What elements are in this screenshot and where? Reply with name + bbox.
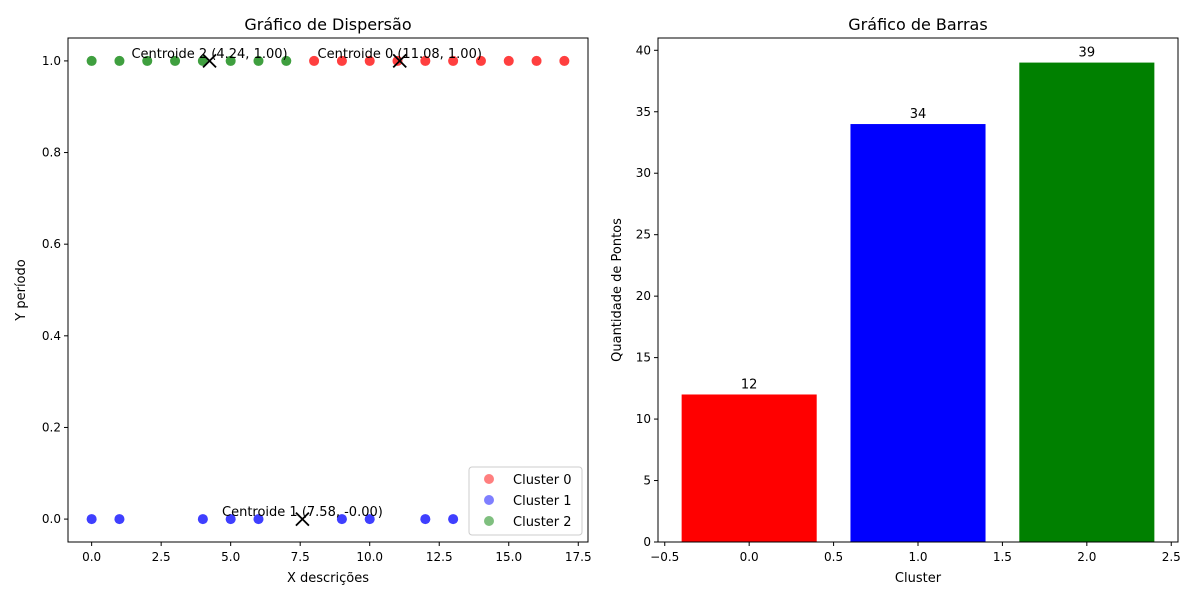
- bar-y-tick-label: 10: [636, 412, 651, 426]
- scatter-x-tick-label: 0.0: [82, 550, 101, 564]
- bar-x-tick-label: −0.5: [650, 550, 679, 564]
- scatter-point-cluster-0-overlay: [420, 55, 431, 66]
- scatter-point-cluster-2-overlay: [281, 55, 292, 66]
- scatter-point-cluster-0-overlay: [364, 55, 375, 66]
- scatter-point-cluster-1-overlay: [197, 514, 208, 525]
- bar-y-tick-label: 30: [636, 166, 651, 180]
- scatter-x-axis-label: X descrições: [287, 571, 369, 586]
- bar-y-tick-label: 40: [636, 43, 651, 57]
- scatter-axes-frame: [67, 37, 589, 543]
- bar-value-label-2: 39: [1079, 46, 1096, 61]
- bar-value-label-1: 34: [910, 107, 927, 122]
- bar-y-ticks: 0 5 10 15 20 25 30 35 40: [636, 43, 658, 549]
- scatter-point-cluster-0-overlay: [475, 55, 486, 66]
- scatter-point-cluster-2-overlay: [114, 55, 125, 66]
- legend-marker-cluster-1: [484, 495, 494, 505]
- scatter-y-tick-label: 0.0: [42, 512, 61, 526]
- scatter-x-tick-label: 5.0: [221, 550, 240, 564]
- centroid-1-marker: [295, 511, 310, 527]
- scatter-point-cluster-1-overlay: [86, 514, 97, 525]
- scatter-point-cluster-0-overlay: [503, 55, 514, 66]
- bar-x-tick-label: 1.5: [993, 550, 1012, 564]
- scatter-point-cluster-2-overlay: [225, 55, 236, 66]
- scatter-axes-background: [68, 38, 588, 542]
- scatter-x-ticks: 0.0 2.5 5.0 7.5 10.0 12.5 15.0 17.5: [82, 542, 592, 564]
- centroid-2-label: Centroide 2 (4.24, 1.00): [131, 47, 287, 62]
- centroid-1-label: Centroide 1 (7.58, -0.00): [222, 505, 383, 520]
- bar-x-tick-label: 2.5: [1162, 550, 1181, 564]
- bar-title: Gráfico de Barras: [848, 15, 987, 34]
- bar-x-axis-label: Cluster: [895, 571, 942, 586]
- scatter-x-tick-label: 2.5: [152, 550, 171, 564]
- bar-x-tick-label: 0.5: [824, 550, 843, 564]
- bar-y-tick-label: 5: [643, 474, 651, 488]
- scatter-point-cluster-2-overlay: [197, 55, 208, 66]
- scatter-y-ticks: 0.0 0.2 0.4 0.6 0.8 1.0: [42, 54, 68, 526]
- scatter-point-cluster-2-overlay: [170, 55, 181, 66]
- bar-y-tick-label: 35: [636, 105, 651, 119]
- scatter-point-cluster-1-overlay: [420, 514, 431, 525]
- bar-y-tick-label: 15: [636, 351, 651, 365]
- scatter-title: Gráfico de Dispersão: [244, 15, 411, 34]
- scatter-point-cluster-2-overlay: [253, 55, 264, 66]
- scatter-point-cluster-1-overlay: [448, 514, 459, 525]
- bars: 12 34 39: [681, 46, 1155, 543]
- bar-y-tick-label: 25: [636, 228, 651, 242]
- legend-marker-cluster-2: [484, 516, 494, 526]
- scatter-x-tick-label: 17.5: [565, 550, 592, 564]
- scatter-point-cluster-1-overlay: [114, 514, 125, 525]
- scatter-point-cluster-0-overlay: [559, 55, 570, 66]
- scatter-panel: Gráfico de Dispersão Centroide 0 (11.08,…: [14, 15, 592, 586]
- bar-y-tick-label: 0: [643, 535, 651, 549]
- legend-label-cluster-1: Cluster 1: [513, 494, 572, 509]
- centroid-0-marker: [392, 53, 407, 69]
- bar-axes-frame: [657, 37, 1179, 543]
- scatter-point-cluster-1-overlay: [336, 514, 347, 525]
- bar-panel: Gráfico de Barras 12 34 39 −0.5 0.0 0.5 1.0 1.…: [610, 15, 1181, 586]
- legend-box: [468, 466, 583, 536]
- bar-value-label-0: 12: [741, 377, 758, 392]
- scatter-point-cluster-1-overlay: [225, 514, 236, 525]
- bar-cluster-0: [681, 394, 817, 542]
- legend-label-cluster-0: Cluster 0: [513, 473, 572, 488]
- scatter-point-cluster-1-overlay: [364, 514, 375, 525]
- scatter-x-tick-label: 10.0: [356, 550, 383, 564]
- scatter-y-tick-label: 1.0: [42, 54, 61, 68]
- legend-label-cluster-2: Cluster 2: [513, 515, 572, 530]
- scatter-y-tick-label: 0.6: [42, 237, 61, 251]
- bar-x-ticks: −0.5 0.0 0.5 1.0 1.5 2.0 2.5: [650, 542, 1181, 564]
- bar-x-tick-label: 0.0: [740, 550, 759, 564]
- scatter-y-axis-label: Y período: [14, 259, 29, 321]
- scatter-y-tick-label: 0.2: [42, 420, 61, 434]
- scatter-point-cluster-0-overlay: [309, 55, 320, 66]
- scatter-point-cluster-0-overlay: [448, 55, 459, 66]
- centroid-0-label: Centroide 0 (11.08, 1.00): [318, 47, 482, 62]
- centroid-2-marker: [202, 53, 217, 69]
- scatter-point-cluster-0-overlay: [392, 55, 403, 66]
- bar-cluster-1: [850, 124, 986, 543]
- scatter-x-tick-label: 7.5: [291, 550, 310, 564]
- bar-y-tick-label: 20: [636, 289, 651, 303]
- scatter-x-tick-label: 12.5: [426, 550, 453, 564]
- scatter-y-tick-label: 0.4: [42, 329, 61, 343]
- bar-cluster-2: [1019, 62, 1155, 543]
- centroid-markers: Centroide 0 (11.08, 1.00) Centroide 1 (7.…: [131, 47, 482, 527]
- scatter-x-tick-label: 15.0: [495, 550, 522, 564]
- scatter-point-cluster-2-overlay: [142, 55, 153, 66]
- bar-y-axis-label: Quantidade de Pontos: [610, 218, 625, 362]
- bar-x-tick-label: 2.0: [1077, 550, 1096, 564]
- scatter-point-cluster-2-overlay: [86, 55, 97, 66]
- scatter-y-tick-label: 0.8: [42, 146, 61, 160]
- scatter-point-cluster-1-overlay: [253, 514, 264, 525]
- scatter-legend: Cluster 0 Cluster 1 Cluster 2: [468, 466, 583, 536]
- legend-marker-cluster-0: [484, 474, 494, 484]
- scatter-point-cluster-0-overlay: [531, 55, 542, 66]
- bar-x-tick-label: 1.0: [908, 550, 927, 564]
- scatter-point-cluster-0-overlay: [336, 55, 347, 66]
- scatter-points: [86, 55, 570, 525]
